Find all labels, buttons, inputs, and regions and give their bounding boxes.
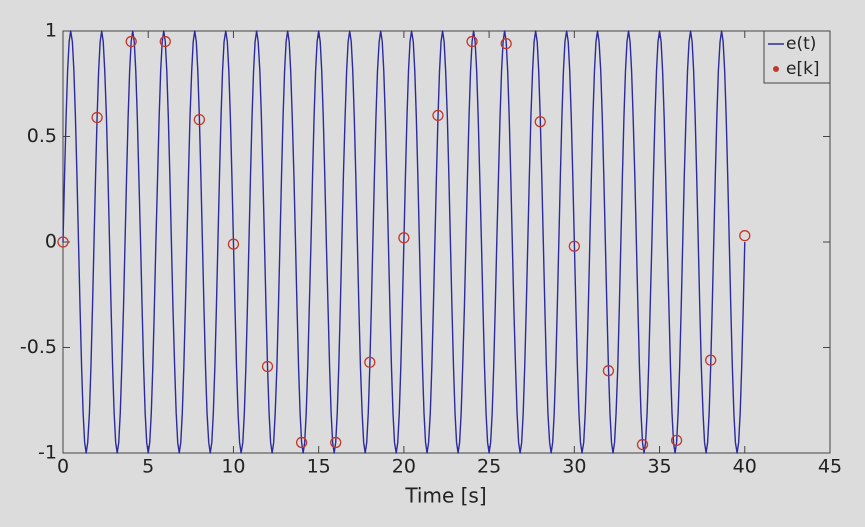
sample-marker — [227, 238, 240, 250]
sample-marker — [364, 356, 376, 368]
x-tick-label: 40 — [733, 456, 757, 478]
y-tick-label: 1 — [45, 20, 57, 42]
x-tick-label: 5 — [142, 456, 154, 478]
x-tick-label: 45 — [818, 456, 842, 478]
x-tick-label: 30 — [562, 456, 586, 478]
sample-marker — [159, 35, 171, 48]
sample-marker — [636, 438, 649, 451]
sample-marker — [568, 240, 580, 252]
sample-marker — [739, 230, 751, 242]
legend-marker — [773, 66, 779, 72]
sample-marker — [57, 236, 69, 248]
legend-label: e(t) — [786, 34, 816, 54]
sample-marker — [432, 109, 444, 122]
legend-box — [763, 30, 831, 84]
x-tick-label: 0 — [57, 456, 69, 478]
x-axis-label: Time [s] — [404, 484, 486, 508]
sample-marker — [295, 436, 308, 449]
sample-marker — [91, 111, 103, 124]
sample-marker — [398, 232, 410, 244]
sample-marker — [602, 365, 615, 377]
sample-marker — [705, 354, 717, 366]
sample-marker — [500, 38, 512, 50]
y-tick-label: 0 — [45, 231, 57, 253]
y-tick-label: -1 — [38, 442, 57, 464]
x-tick-label: 15 — [307, 456, 331, 478]
sample-marker — [534, 116, 546, 128]
x-tick-label: 25 — [477, 456, 501, 478]
y-tick-label: -0.5 — [20, 336, 57, 358]
signal-line — [62, 30, 746, 454]
x-tick-label: 20 — [392, 456, 416, 478]
y-tick-label: 0.5 — [27, 125, 57, 147]
sample-marker — [670, 434, 683, 446]
legend-label: e[k] — [786, 59, 820, 79]
sample-marker — [125, 35, 137, 48]
sample-marker — [330, 436, 342, 449]
x-tick-label: 10 — [221, 456, 245, 478]
x-tick-label: 35 — [647, 456, 671, 478]
sample-marker — [261, 360, 274, 373]
sample-marker — [193, 113, 206, 126]
sample-marker — [466, 35, 478, 48]
